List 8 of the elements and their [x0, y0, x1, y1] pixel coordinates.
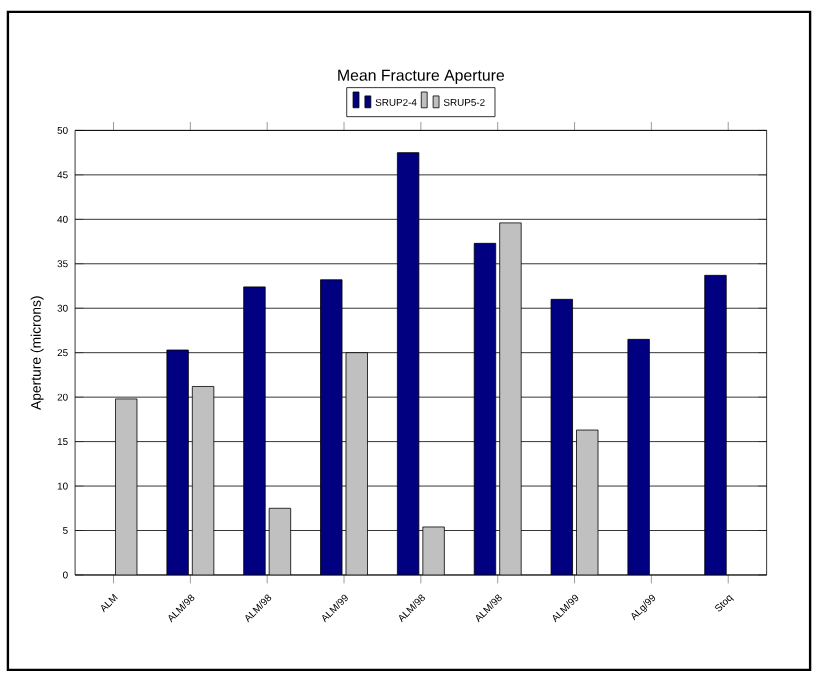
bar — [550, 299, 573, 576]
bar — [473, 243, 497, 576]
bar — [166, 349, 189, 576]
bar — [627, 339, 650, 576]
bar — [320, 279, 343, 576]
bar — [243, 286, 266, 576]
bar — [704, 275, 727, 576]
bar — [396, 152, 420, 576]
